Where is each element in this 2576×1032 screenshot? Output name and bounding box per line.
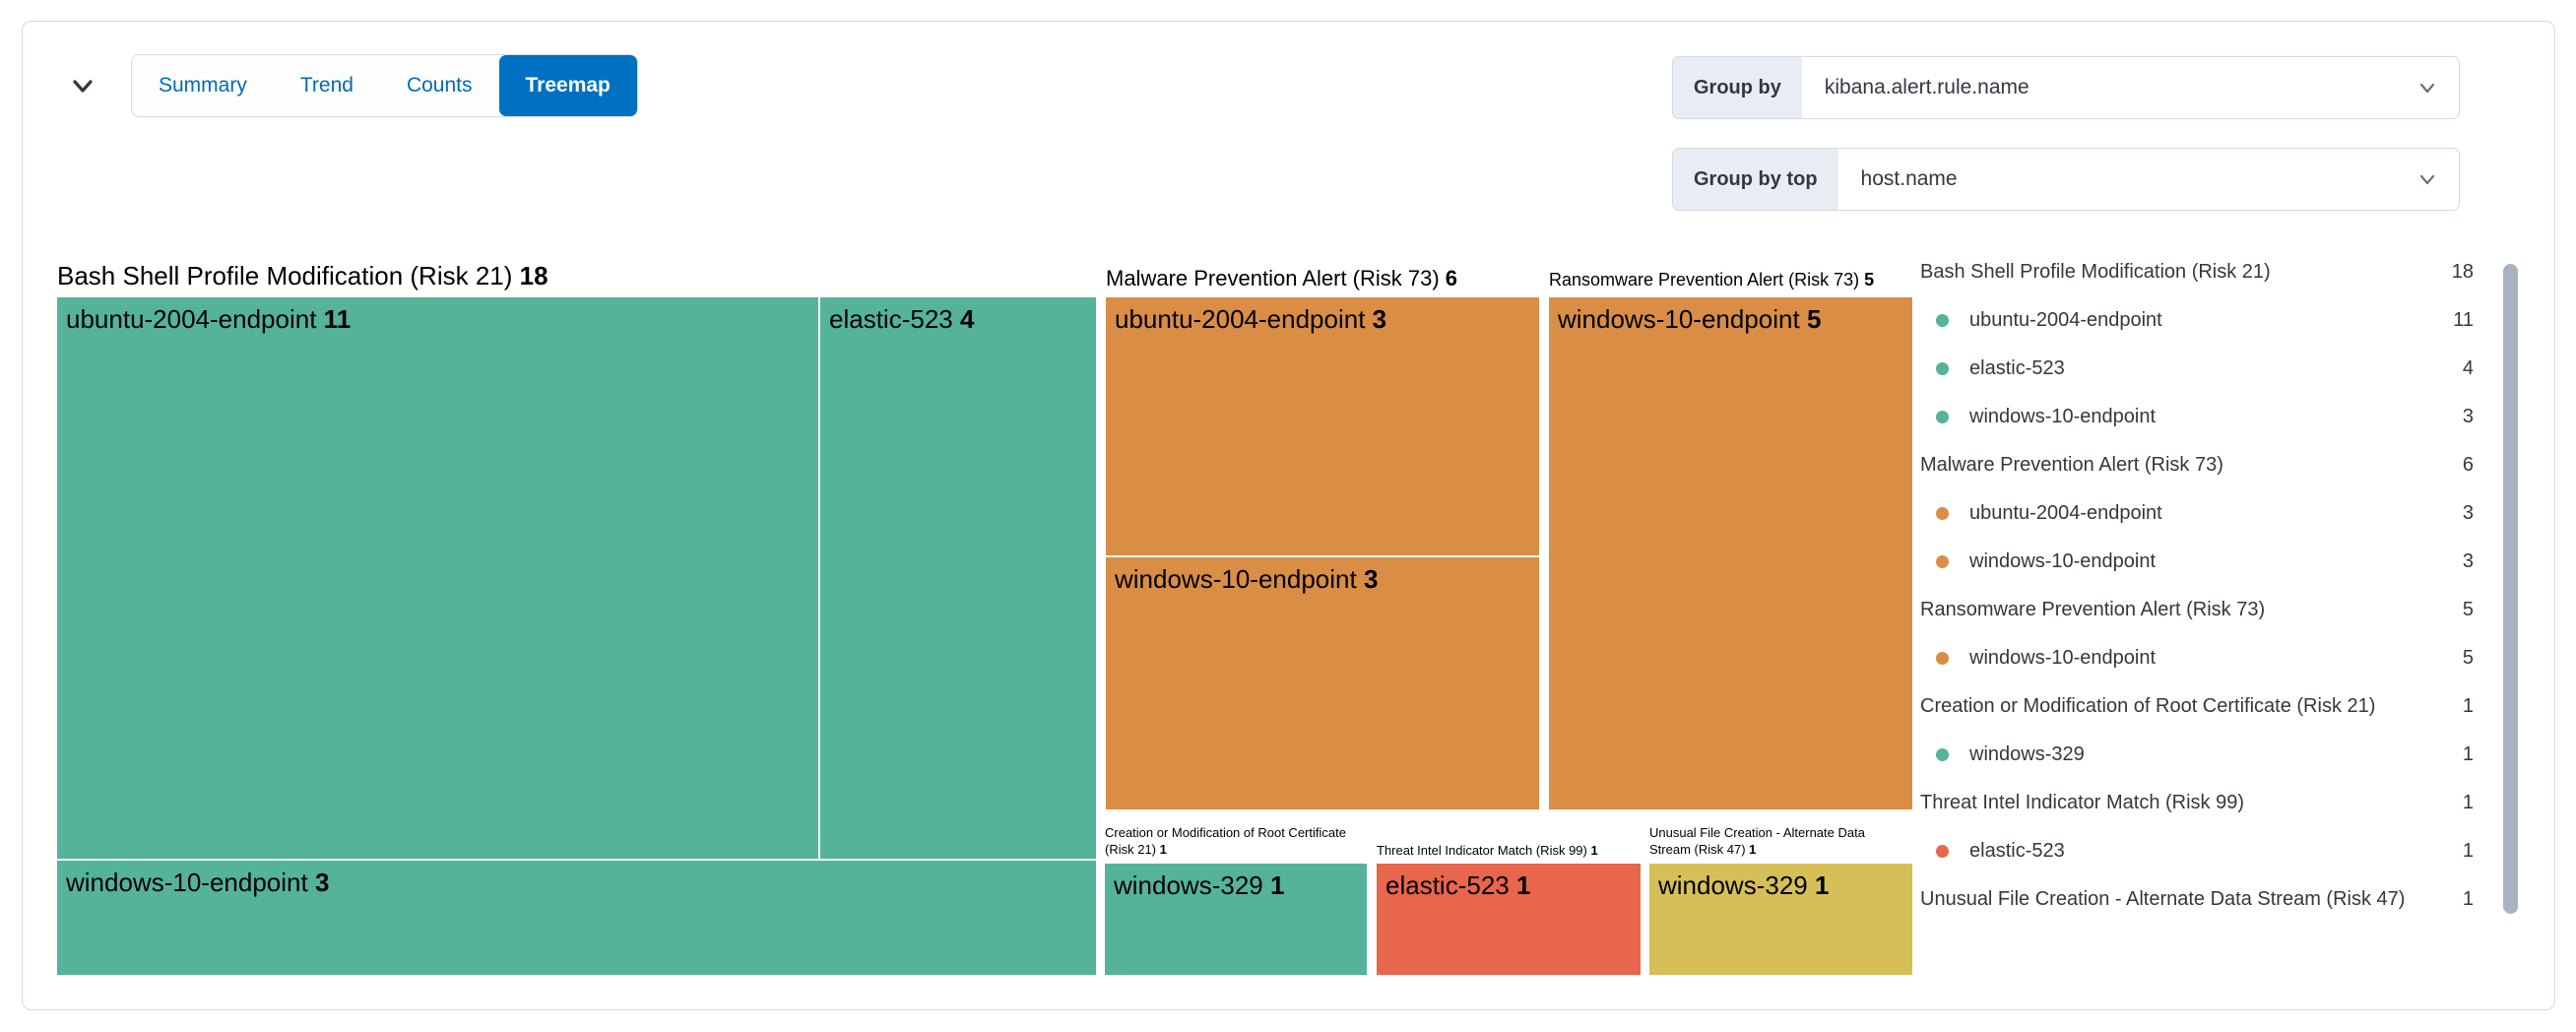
tab-trend[interactable]: Trend (274, 55, 380, 116)
legend-label: windows-329 (1969, 743, 2085, 765)
legend-scrollbar-thumb[interactable] (2503, 264, 2518, 914)
treemap-tile[interactable]: elastic-523 1 (1377, 864, 1641, 975)
legend-item-row[interactable]: ubuntu-2004-endpoint 11 (1920, 296, 2474, 345)
treemap-group-label: Bash Shell Profile Modification (Risk 21… (57, 261, 548, 290)
legend-label: Creation or Modification of Root Certifi… (1920, 695, 2376, 717)
legend-count: 1 (2462, 840, 2474, 862)
chevron-down-icon (65, 68, 100, 106)
legend-count: 6 (2462, 454, 2474, 476)
treemap-tile[interactable]: windows-10-endpoint 3 (57, 861, 1096, 975)
treemap-group-label: Threat Intel Indicator Match (Risk 99) 1 (1377, 843, 1598, 858)
tab-counts[interactable]: Counts (380, 55, 499, 116)
group-by-top-prepend-label: Group by top (1673, 149, 1838, 210)
legend-group-row[interactable]: Malware Prevention Alert (Risk 73) 6 (1920, 441, 2474, 489)
group-by-select[interactable]: Group by kibana.alert.rule.name (1672, 56, 2460, 119)
legend-item-row[interactable]: ubuntu-2004-endpoint 3 (1920, 489, 2474, 538)
group-by-top-select[interactable]: Group by top host.name (1672, 148, 2460, 211)
treemap-group-label: Unusual File Creation - Alternate Data S… (1649, 825, 1865, 858)
legend-color-dot (1936, 362, 1949, 375)
tab-treemap[interactable]: Treemap (498, 55, 637, 116)
legend-group-row[interactable]: Threat Intel Indicator Match (Risk 99) 1 (1920, 779, 2474, 827)
tab-summary[interactable]: Summary (132, 55, 274, 116)
chevron-down-icon[interactable] (2415, 149, 2459, 210)
legend-label: ubuntu-2004-endpoint (1969, 309, 2162, 331)
legend-label: windows-10-endpoint (1969, 647, 2157, 669)
legend-count: 5 (2462, 647, 2474, 669)
legend-label: elastic-523 (1969, 357, 2065, 379)
legend-label: windows-10-endpoint (1969, 406, 2157, 427)
legend-group-row[interactable]: Creation or Modification of Root Certifi… (1920, 682, 2474, 731)
treemap-tile[interactable]: ubuntu-2004-endpoint 11 (57, 297, 818, 859)
legend-group-row[interactable]: Ransomware Prevention Alert (Risk 73) 5 (1920, 586, 2474, 634)
legend-label: Threat Intel Indicator Match (Risk 99) (1920, 792, 2245, 813)
group-by-top-value[interactable]: host.name (1860, 167, 1958, 190)
legend-label: ubuntu-2004-endpoint (1969, 502, 2162, 524)
legend-color-dot (1936, 507, 1949, 520)
legend-count: 1 (2462, 695, 2474, 717)
treemap-tile[interactable]: windows-10-endpoint 3 (1106, 557, 1539, 809)
legend-label: Ransomware Prevention Alert (Risk 73) (1920, 599, 2266, 620)
legend-count: 1 (2462, 792, 2474, 813)
group-by-value[interactable]: kibana.alert.rule.name (1824, 76, 2029, 98)
legend-count: 3 (2462, 406, 2474, 427)
legend-label: Bash Shell Profile Modification (Risk 21… (1920, 261, 2271, 283)
legend-count: 3 (2462, 550, 2474, 572)
legend-count: 18 (2451, 261, 2474, 283)
treemap-group-label: Creation or Modification of Root Certifi… (1105, 825, 1346, 858)
treemap-tile[interactable]: ubuntu-2004-endpoint 3 (1106, 297, 1539, 555)
treemap-legend: Bash Shell Profile Modification (Risk 21… (1920, 248, 2474, 924)
treemap-tile[interactable]: windows-329 1 (1649, 864, 1912, 975)
legend-count: 1 (2462, 743, 2474, 765)
group-by-prepend-label: Group by (1673, 57, 1802, 118)
legend-count: 5 (2462, 599, 2474, 620)
legend-count: 4 (2462, 357, 2474, 379)
legend-color-dot (1936, 411, 1949, 423)
legend-label: Malware Prevention Alert (Risk 73) (1920, 454, 2223, 476)
legend-item-row[interactable]: windows-10-endpoint 3 (1920, 393, 2474, 441)
legend-label: windows-10-endpoint (1969, 550, 2157, 572)
legend-item-row[interactable]: elastic-523 4 (1920, 345, 2474, 393)
legend-count: 1 (2462, 888, 2474, 910)
legend-item-row[interactable]: windows-10-endpoint 3 (1920, 538, 2474, 586)
treemap-tile[interactable]: windows-329 1 (1105, 864, 1367, 975)
legend-count: 3 (2462, 502, 2474, 524)
legend-color-dot (1936, 748, 1949, 761)
treemap-tile[interactable]: elastic-523 4 (820, 297, 1096, 859)
legend-item-row[interactable]: elastic-523 1 (1920, 827, 2474, 875)
legend-label: Unusual File Creation - Alternate Data S… (1920, 888, 2406, 910)
legend-item-row[interactable]: windows-329 1 (1920, 731, 2474, 779)
legend-color-dot (1936, 314, 1949, 327)
legend-color-dot (1936, 555, 1949, 568)
legend-label: elastic-523 (1969, 840, 2065, 862)
treemap-tile[interactable]: windows-10-endpoint 5 (1549, 297, 1912, 809)
treemap-group-label: Ransomware Prevention Alert (Risk 73) 5 (1549, 270, 1875, 290)
treemap-group-label: Malware Prevention Alert (Risk 73) 6 (1106, 266, 1458, 290)
legend-color-dot (1936, 845, 1949, 858)
legend-color-dot (1936, 652, 1949, 665)
legend-count: 11 (2453, 309, 2474, 331)
legend-item-row[interactable]: windows-10-endpoint 5 (1920, 634, 2474, 682)
collapse-section-button[interactable] (61, 65, 104, 108)
chevron-down-icon[interactable] (2415, 57, 2459, 118)
chart-type-button-group: Summary Trend Counts Treemap (131, 54, 638, 117)
legend-group-row[interactable]: Unusual File Creation - Alternate Data S… (1920, 875, 2474, 924)
legend-group-row[interactable]: Bash Shell Profile Modification (Risk 21… (1920, 248, 2474, 296)
